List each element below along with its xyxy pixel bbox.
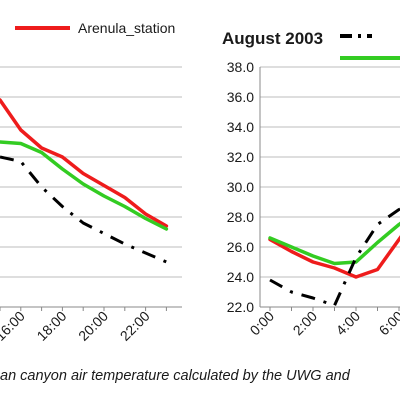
x-tick-label: 18:00: [33, 308, 69, 344]
right-series: [268, 207, 400, 307]
series-line-green: [0, 140, 169, 231]
y-tick-label: 24.0: [227, 269, 254, 285]
left-axes: [0, 306, 182, 311]
x-tick-label: 22:00: [117, 308, 153, 344]
x-tick-label: 2:00: [290, 308, 321, 339]
x-tick-label: 6:00: [376, 308, 400, 339]
y-tick-label: 34.0: [227, 119, 254, 135]
right-gridlines: [260, 66, 400, 308]
series-line-black-dashdot: [0, 155, 167, 264]
x-tick-label: 20:00: [75, 308, 111, 344]
series-line-red: [0, 98, 169, 228]
chart-panel-right: 22.024.026.028.030.032.034.036.038.0 0:0…: [227, 59, 400, 338]
series-line-green: [268, 221, 400, 266]
legend-label-arenula-station: Arenula_station: [78, 20, 175, 36]
left-x-tick-labels: 16:00 18:00 20:00 22:00: [0, 308, 153, 344]
left-series: [0, 98, 169, 264]
y-tick-label: 30.0: [227, 179, 254, 195]
y-tick-label: 22.0: [227, 299, 254, 315]
right-y-tick-labels: 22.0 24.0 26.0 28.0 30.0 32.0 34.0 36.0 38.0: [227, 59, 254, 315]
x-tick-label: 16:00: [0, 308, 28, 344]
chart-title-right: August 2003: [222, 29, 323, 48]
y-tick-label: 36.0: [227, 89, 254, 105]
figure-caption: an canyon air temperature calculated by …: [0, 368, 350, 384]
right-x-tick-labels: 0:00 2:00 4:00 6:00: [247, 308, 400, 339]
series-line-black-dashdot: [269, 207, 400, 307]
series-line-red: [268, 235, 400, 279]
right-axes: [259, 67, 400, 311]
y-tick-label: 28.0: [227, 209, 254, 225]
y-tick-label: 32.0: [227, 149, 254, 165]
legend-right: [340, 34, 400, 60]
x-tick-label: 4:00: [333, 308, 364, 339]
y-tick-label: 26.0: [227, 239, 254, 255]
chart-panel-left: 16:00 18:00 20:00 22:00: [0, 66, 182, 344]
legend-left: Arenula_station: [15, 20, 175, 36]
y-tick-label: 38.0: [227, 59, 254, 75]
